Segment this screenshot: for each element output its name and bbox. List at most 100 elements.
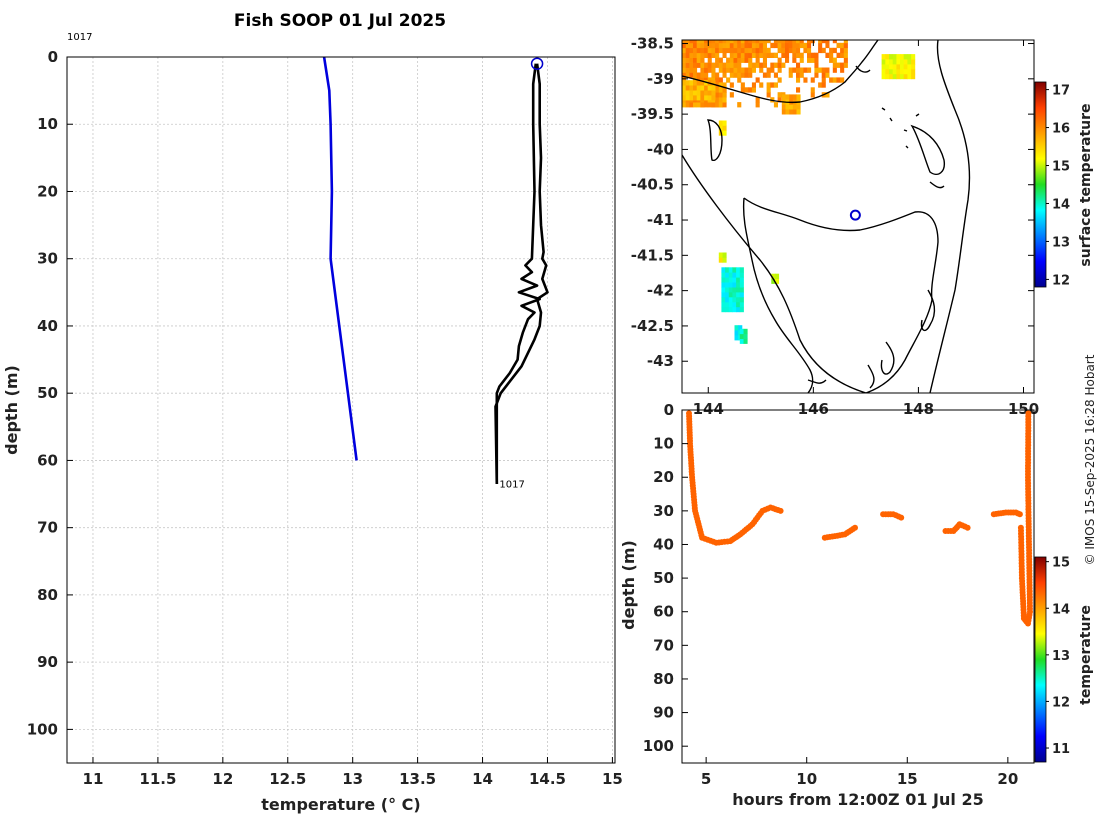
sst-pixel (737, 77, 742, 83)
profile-annotation: 1017 (67, 32, 92, 43)
sst-pixel (700, 95, 705, 101)
sst-pixel (693, 62, 698, 68)
ts-ytick-label: 40 (653, 535, 674, 553)
sst-pixel (718, 57, 723, 63)
profile-ytick-label: 80 (37, 586, 58, 604)
ts-xtick-label: 20 (997, 770, 1018, 788)
map-location-marker (849, 209, 861, 221)
sst-pixel (728, 272, 733, 278)
sst-pixel (689, 42, 694, 49)
sst-pixel (759, 67, 764, 73)
sst-pixel (707, 102, 712, 108)
sst-pixel (766, 40, 771, 44)
sst-pixel (907, 64, 912, 70)
sst-pixel (788, 72, 793, 78)
sst-pixel (733, 67, 738, 73)
sst-pixel (682, 90, 687, 96)
sst-pixel (693, 40, 698, 44)
sst-pixel (704, 42, 709, 49)
temperature-colorbar-label: temperature (1078, 605, 1094, 705)
sst-pixel (693, 95, 698, 101)
sst-pixel (707, 85, 712, 91)
sst-pixel (777, 57, 782, 63)
profile-axes-box (66, 56, 616, 764)
sst-pixel (896, 73, 901, 80)
sst-pixel (732, 282, 737, 288)
sst-pixel (715, 97, 720, 103)
sst-pixel (796, 47, 801, 54)
sst-pixel (722, 52, 727, 58)
sst-pixel (718, 67, 723, 73)
sst-pixel (707, 57, 712, 63)
timeseries-point (964, 524, 971, 531)
sst-pixel (792, 67, 797, 73)
sst-pixel (718, 77, 723, 83)
sst-pixel (682, 77, 687, 83)
sst-pixel (700, 52, 705, 58)
sst-pixel (726, 57, 731, 63)
sst-pixel (704, 85, 709, 91)
sst-pixel (777, 92, 782, 98)
sst-pixel (733, 62, 738, 68)
sst-pixel (689, 40, 694, 44)
sst-pixel (825, 72, 830, 78)
sst-pixel (892, 54, 897, 60)
profile-ytick-label: 0 (48, 48, 58, 66)
sst-pixel (796, 62, 801, 68)
sst-pixel (740, 82, 745, 88)
map-ytick-label: -41.5 (631, 246, 674, 264)
sst-pixel (734, 335, 739, 341)
sst-pixel (737, 52, 742, 58)
sst-pixel (693, 52, 698, 58)
temperature-colorbar-tick-label: 13 (1052, 649, 1070, 664)
sst-pixel (762, 42, 767, 49)
sst-pixel (766, 72, 771, 78)
sst-pixel (739, 287, 744, 293)
sst-pixel (689, 72, 694, 78)
sst-pixel (729, 57, 734, 63)
sst-pixel (818, 47, 823, 54)
sst-pixel (903, 73, 908, 80)
sst-pixel (726, 67, 731, 73)
profile-ytick-label: 90 (37, 653, 58, 671)
profile-xtick-label: 11.5 (139, 770, 176, 788)
sst-pixel (889, 64, 894, 70)
sst-pixel (722, 97, 727, 103)
sst-pixel (896, 64, 901, 70)
sst-pixel (773, 62, 778, 68)
sst-pixel (721, 306, 726, 313)
sst-pixel (737, 57, 742, 63)
sst-pixel (781, 47, 786, 54)
sst-pixel (836, 52, 841, 58)
sst-pixel (707, 90, 712, 96)
profile-series-line (322, 57, 358, 461)
sst-pixel (721, 301, 726, 308)
sst-pixel (911, 59, 916, 65)
map-ytick-label: -41 (647, 211, 674, 229)
sst-pixel (696, 47, 701, 54)
sst-pixel (832, 62, 837, 68)
sst-pixel (722, 47, 727, 54)
sst-pixel (725, 287, 730, 293)
sst-pixel (796, 104, 801, 110)
sst-pixel (685, 102, 690, 108)
sst-pixel (825, 42, 830, 49)
profile-xtick-label: 11 (83, 770, 104, 788)
sst-pixel (807, 47, 812, 54)
sst-pixel (722, 92, 727, 98)
sst-pixel (803, 67, 808, 73)
sst-pixel (732, 297, 737, 303)
sst-pixel (734, 330, 739, 336)
sst-pixel (729, 67, 734, 73)
profile-xtick-label: 12 (212, 770, 233, 788)
sst-pixel (685, 80, 690, 86)
sst-pixel (722, 82, 727, 88)
sst-pixel (900, 64, 905, 70)
sst-pixel (881, 59, 886, 65)
sst-pixel (732, 301, 737, 308)
sst-pixel (792, 109, 797, 115)
sst-pixel (704, 52, 709, 58)
sst-pixel (907, 73, 912, 80)
sst-pixel (704, 77, 709, 83)
sst-pixel (726, 40, 731, 44)
